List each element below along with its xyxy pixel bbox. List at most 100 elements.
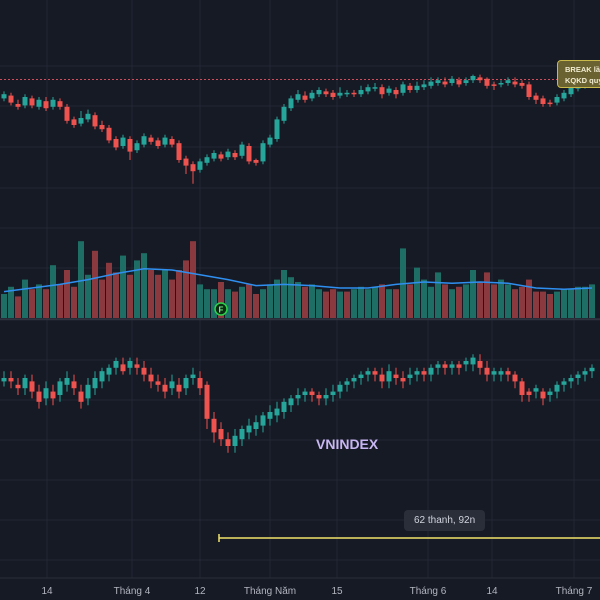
stock-candle [484,78,490,86]
index-candle [8,378,14,382]
index-candle [575,374,581,378]
stock-candle [428,81,434,86]
index-candle [211,418,217,433]
stock-candle [561,92,567,99]
stock-candle [302,95,308,100]
stock-candle [442,81,448,85]
volume-bar [393,289,399,318]
break-badge-line: BREAK lần [565,65,600,74]
stock-candle [274,119,280,139]
volume-bar [344,291,350,318]
index-candle [449,364,455,368]
index-candle [323,395,329,399]
volume-bar [232,291,238,318]
index-candle [470,357,476,365]
volume-bar [113,272,119,318]
index-candle [393,374,399,378]
stock-candle [22,97,28,106]
stock-candle [99,125,105,130]
index-candle [386,371,392,382]
index-candle [365,371,371,375]
index-candle [281,401,287,412]
volume-bar [29,289,35,318]
volume-bar [330,289,336,318]
stock-candle [183,158,189,166]
index-candle [85,384,91,399]
volume-bar [568,289,574,318]
stock-candle [260,143,266,162]
volume-bar [120,255,126,318]
break-badge[interactable]: BREAK lần KQKD quý [557,60,600,88]
index-candle [15,384,21,389]
index-candle [246,425,252,433]
index-candle [554,384,560,392]
x-tick-label: Tháng 7 [556,586,593,597]
volume-bar [211,289,217,318]
stock-candle [148,137,154,142]
index-candle [92,378,98,389]
volume-bar [190,241,196,318]
volume-bar [428,286,434,318]
index-candle [155,381,161,385]
volume-moving-average [3,268,593,293]
stock-candle [288,98,294,109]
index-candle [218,429,224,440]
stock-candle [127,139,133,152]
stock-candle [253,160,259,163]
index-candle [582,371,588,375]
event-marker-circle[interactable] [214,302,228,316]
index-candle [414,371,420,375]
index-candles [1,354,595,453]
volume-bar [127,274,133,318]
volume-bar [176,270,182,318]
volume-bar [561,289,567,318]
stock-candle [197,161,203,170]
volume-bar [204,289,210,318]
index-candle [344,381,350,385]
x-tick-label: Tháng 4 [114,586,151,597]
volume-bar [260,289,266,318]
stock-candle [533,95,539,100]
stock-candle [337,92,343,96]
volume-bar [295,282,301,318]
volume-bar [470,270,476,318]
stock-candle [134,143,140,151]
index-candle [463,361,469,365]
volume-bar [106,262,112,318]
measure-range-line[interactable] [218,534,600,542]
stock-candle [267,137,273,145]
measure-range-label: 62 thanh, 92n [404,510,486,531]
volume-bar [36,284,42,318]
volume-bar [316,289,322,318]
index-candle [176,384,182,392]
volume-bar [351,289,357,318]
index-candle [232,435,238,446]
volume-bar [337,291,343,318]
stock-candle [407,85,413,90]
stock-candle [323,91,329,95]
index-candle [505,371,511,375]
volume-bar [589,284,595,318]
x-tick-label: 15 [331,586,343,597]
event-marker[interactable]: F [214,302,228,316]
index-candle [407,374,413,378]
stock-candle [246,146,252,162]
volume-bar [477,282,483,318]
stock-candle [162,137,168,145]
index-candle [589,367,595,372]
volume-bar [253,294,259,318]
volume-bar [442,284,448,318]
volume-bar [365,289,371,318]
stock-candle [85,113,91,120]
index-candle [351,378,357,382]
volume-bar [526,279,532,318]
x-tick-label: 14 [41,586,53,597]
stock-candle [386,88,392,93]
stock-candle [92,115,98,127]
x-tick-label: 12 [194,586,206,597]
stock-candle [568,87,574,95]
volume-bar [582,286,588,318]
volume-bar [463,284,469,318]
volume-bar [92,250,98,318]
